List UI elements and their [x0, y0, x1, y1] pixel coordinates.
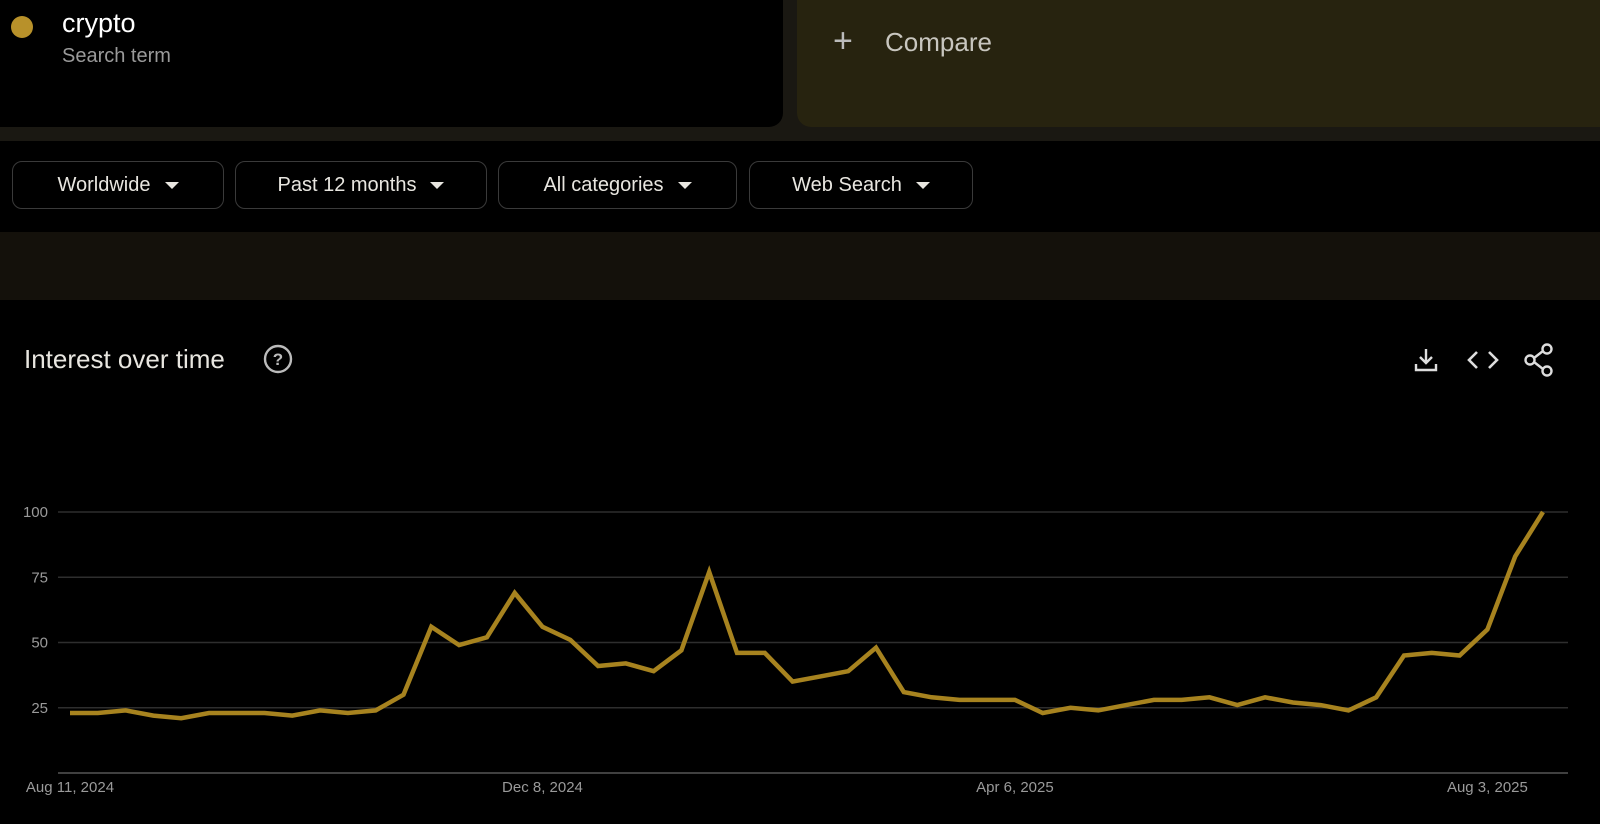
filter[interactable]: Past 12 months	[235, 161, 487, 209]
download-icon[interactable]	[1410, 344, 1442, 376]
share-icon[interactable]	[1522, 342, 1556, 378]
y-tick-label: 75	[31, 569, 48, 586]
x-tick-label: Apr 6, 2025	[976, 779, 1054, 796]
x-tick-label: Aug 11, 2024	[26, 779, 114, 796]
x-tick-label: Dec 8, 2024	[502, 779, 583, 796]
filter-label: Web Search	[792, 173, 902, 196]
x-tick-label: Aug 3, 2025	[1447, 779, 1528, 796]
compare-label: Compare	[885, 27, 992, 57]
divider-band	[0, 232, 1600, 300]
svg-text:?: ?	[273, 350, 283, 369]
help-icon[interactable]: ?	[262, 343, 294, 375]
term-dot	[11, 16, 33, 38]
caret	[164, 181, 179, 189]
filter-label: All categories	[543, 173, 664, 196]
trend-line	[70, 510, 1545, 721]
filter[interactable]: Web Search	[749, 161, 973, 209]
embed-icon[interactable]	[1466, 344, 1500, 376]
section-title: Interest over time	[24, 344, 225, 374]
filter[interactable]: Worldwide	[12, 161, 224, 209]
filter-label: Past 12 months	[277, 173, 417, 196]
y-tick-label: 50	[31, 635, 48, 652]
term-subtitle: Search term	[62, 45, 171, 67]
y-tick-label: 25	[31, 700, 48, 717]
caret	[677, 181, 692, 189]
compare-card[interactable]: + Compare	[797, 0, 1600, 127]
filter[interactable]: All categories	[498, 161, 737, 209]
plus-icon: +	[833, 22, 853, 60]
caret	[430, 181, 445, 189]
y-tick-label: 100	[23, 504, 48, 521]
term: crypto	[62, 8, 136, 38]
caret	[915, 181, 930, 189]
filter-label: Worldwide	[57, 173, 151, 196]
term-card[interactable]: crypto Search term	[0, 0, 783, 127]
chart-card: Interest over time ?	[0, 300, 1600, 824]
